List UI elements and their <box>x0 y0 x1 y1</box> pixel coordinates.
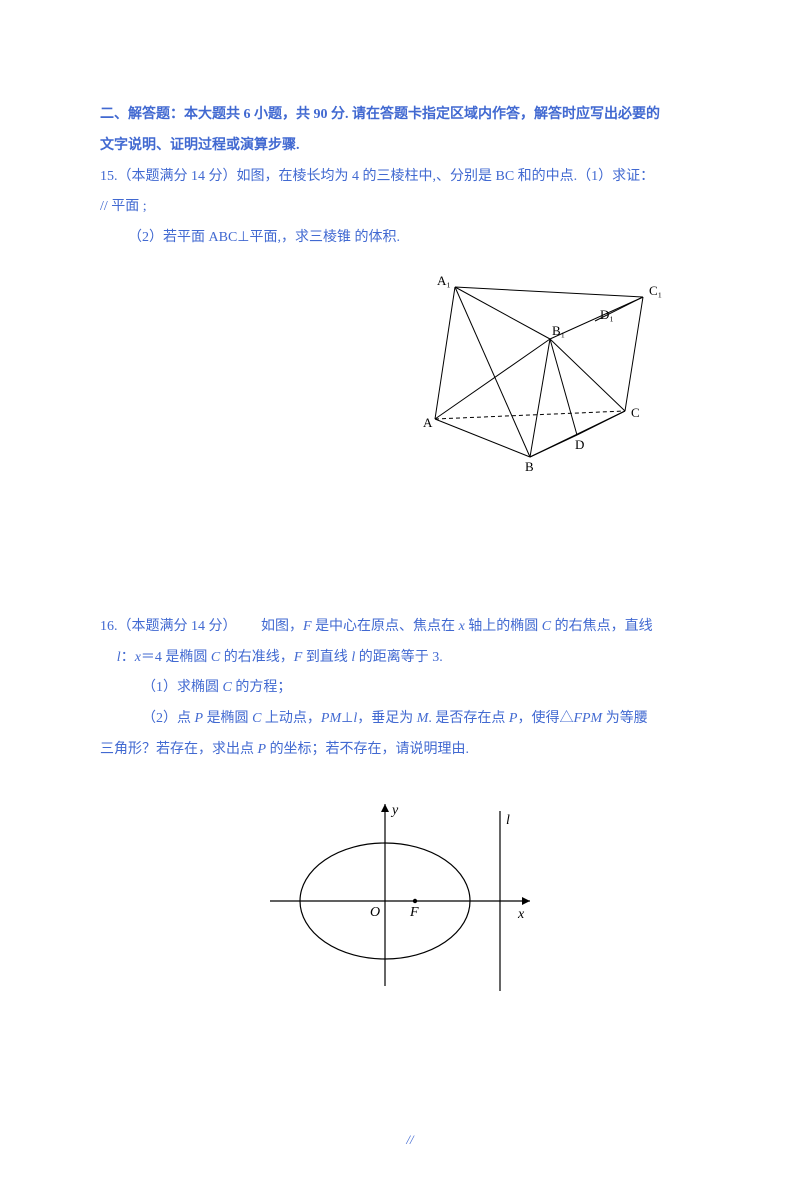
svg-text:O: O <box>370 905 380 920</box>
p16-s2-m: ，使得△ <box>517 711 573 726</box>
p16-s2-e: 上动点， <box>261 711 321 726</box>
page: 二、解答题：本大题共 6 小题，共 90 分. 请在答题卡指定区域内作答，解答时… <box>0 0 800 1194</box>
p16-s2-i: ，垂足为 <box>357 711 417 726</box>
figure-prism-3d: A₁ C₁ B₁ D₁ A C B D <box>420 269 670 479</box>
problem-15-line1: 15.（本题满分 14 分）如图，在棱长均为 4 的三棱柱中,、分别是 BC 和… <box>100 162 720 193</box>
p16-l2-b: ： <box>121 650 135 665</box>
p16-s2-n: FPM <box>573 711 602 726</box>
p16-s2-b: P <box>195 711 204 726</box>
svg-text:A₁: A₁ <box>437 273 451 288</box>
p16-l2-h: 到直线 <box>302 650 351 665</box>
p16-s2-c: 是椭圆 <box>203 711 252 726</box>
p16-s2-d: C <box>252 711 261 726</box>
p16-s2-o: 为等腰 <box>602 711 648 726</box>
p16-l1-f: 轴上的椭圆 <box>465 619 542 634</box>
p16-s2-a: （2）点 <box>142 711 195 726</box>
svg-text:D₁: D₁ <box>600 307 614 322</box>
page-footer: // <box>100 1126 720 1155</box>
p16-last-c: 的坐标；若不存在，请说明理由. <box>266 742 469 757</box>
figure-ellipse: O Fx y l <box>270 796 550 1006</box>
svg-text:B: B <box>525 459 534 474</box>
p16-l2-e: C <box>211 650 220 665</box>
svg-text:C₁: C₁ <box>649 283 662 298</box>
svg-text:D: D <box>575 437 584 452</box>
p16-l2-d: ＝4 是椭圆 <box>141 650 211 665</box>
section-header-line1: 二、解答题：本大题共 6 小题，共 90 分. 请在答题卡指定区域内作答，解答时… <box>100 100 720 131</box>
p16-s2-g: ⊥ <box>341 711 353 726</box>
problem-15-line3: （2）若平面 ABC⊥平面,，求三棱锥 的体积. <box>100 223 720 254</box>
p16-s2-f: PM <box>321 711 341 726</box>
p16-s1-b: C <box>223 680 232 695</box>
p16-l1-g: C <box>542 619 551 634</box>
p16-l2-j: 的距离等于 3. <box>355 650 443 665</box>
problem-16-last: 三角形？若存在，求出点 P 的坐标；若不存在，请说明理由. <box>100 735 720 766</box>
problem-16: 16.（本题满分 14 分） 如图，F 是中心在原点、焦点在 x 轴上的椭圆 C… <box>100 612 720 766</box>
p16-last-a: 三角形？若存在，求出点 <box>100 742 258 757</box>
p16-l1-d: 是中心在原点、焦点在 <box>312 619 459 634</box>
problem-16-sub1: （1）求椭圆 C 的方程； <box>100 673 720 704</box>
p16-l2-f: 的右准线， <box>220 650 294 665</box>
problem-16-line1: 16.（本题满分 14 分） 如图，F 是中心在原点、焦点在 x 轴上的椭圆 C… <box>100 612 720 643</box>
section-header-line2: 文字说明、证明过程或演算步骤. <box>100 131 720 162</box>
svg-text:B₁: B₁ <box>552 323 565 338</box>
svg-text:C: C <box>631 405 640 420</box>
p16-last-b: P <box>258 742 267 757</box>
p16-l1-b: 如图， <box>261 619 303 634</box>
problem-16-line2: l：x＝4 是椭圆 C 的右准线，F 到直线 l 的距离等于 3. <box>100 643 720 674</box>
p16-l1-c: F <box>303 619 312 634</box>
problem-16-sub2: （2）点 P 是椭圆 C 上动点，PM⊥l，垂足为 M. 是否存在点 P，使得△… <box>100 704 720 735</box>
svg-text:y: y <box>390 803 399 818</box>
p16-s1-a: （1）求椭圆 <box>142 680 223 695</box>
p16-l1-h: 的右焦点，直线 <box>551 619 653 634</box>
svg-text:A: A <box>423 415 433 430</box>
svg-text:x: x <box>517 907 525 922</box>
p16-s2-j: M <box>417 711 429 726</box>
svg-text:l: l <box>506 813 510 828</box>
problem-15-line2: // 平面 ; <box>100 192 720 223</box>
p16-s1-c: 的方程； <box>232 680 292 695</box>
p16-s2-k: . 是否存在点 <box>428 711 509 726</box>
svg-text:F: F <box>409 905 419 920</box>
p16-l1-a: 16.（本题满分 14 分） <box>100 619 237 634</box>
